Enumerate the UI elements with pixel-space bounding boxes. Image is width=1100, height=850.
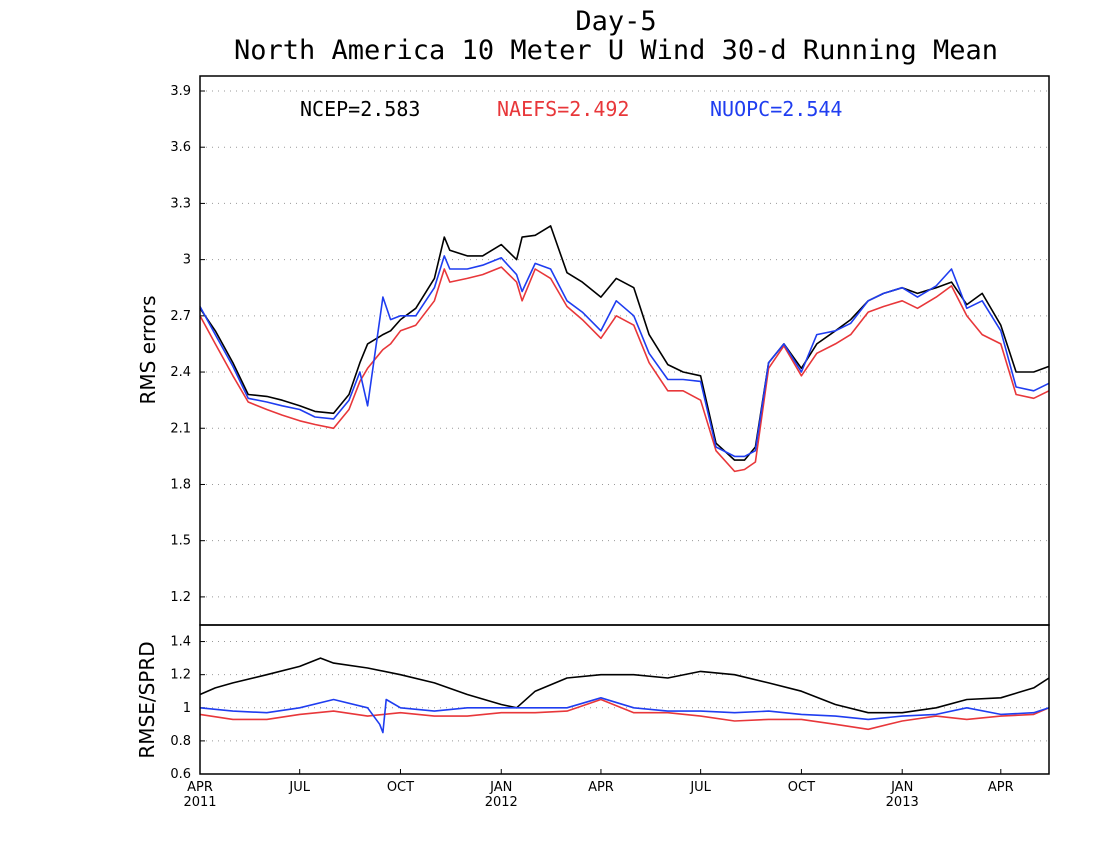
main-y-tick-label: 3.9: [170, 84, 191, 99]
main-series-lines: [199, 225, 1050, 473]
main-plot-frame: [199, 75, 1050, 626]
x-tick-label: APR: [588, 780, 614, 795]
main-panel: 1.21.51.82.12.42.733.33.63.9 RMS errors …: [136, 75, 1050, 626]
x-tick-label: OCT: [387, 780, 414, 795]
ratio-plot-frame: [199, 624, 1050, 775]
legend-nuopc: NUOPC=2.544: [710, 97, 842, 121]
ratio-panel: 0.6 0.8 1 1.2 1.4 RMSE/SPRD: [135, 624, 1050, 782]
main-y-tick-label: 2.4: [170, 365, 191, 380]
ratio-y-tick-label: 1.4: [170, 635, 191, 650]
x-tick-label: APR: [988, 780, 1014, 795]
x-tick-year-label: 2012: [485, 795, 518, 810]
x-tick-label: APR: [187, 780, 213, 795]
ratio-series-ncep: [199, 657, 1050, 714]
ratio-y-tick-label: 0.8: [170, 734, 191, 749]
ratio-series-lines: [199, 657, 1050, 734]
main-gridlines: [200, 90, 1049, 598]
ratio-y-tick-label: 1.2: [170, 668, 191, 683]
legend-ncep: NCEP=2.583: [300, 97, 420, 121]
main-y-tick-label: 1.8: [170, 477, 191, 492]
main-y-tick-label: 1.2: [170, 590, 191, 605]
chart-subtitle: North America 10 Meter U Wind 30-d Runni…: [234, 35, 998, 66]
ratio-y-tick-label: 0.6: [170, 767, 191, 782]
main-y-tick-label: 3.3: [170, 196, 191, 211]
ratio-y-axis: 0.6 0.8 1 1.2 1.4: [170, 635, 205, 782]
chart-title: Day-5: [575, 6, 656, 37]
x-tick-label: JAN: [890, 780, 913, 795]
legend-naefs: NAEFS=2.492: [497, 97, 629, 121]
x-tick-year-label: 2013: [886, 795, 919, 810]
main-series-ncep: [199, 225, 1050, 461]
ratio-series-naefs: [199, 698, 1050, 731]
x-tick-year-label: 2011: [183, 795, 216, 810]
x-tick-label: JUL: [689, 780, 711, 795]
ratio-y-axis-label: RMSE/SPRD: [135, 641, 159, 758]
main-series-nuopc: [199, 255, 1050, 458]
main-y-tick-label: 2.1: [170, 421, 191, 436]
main-y-tick-label: 1.5: [170, 534, 191, 549]
ratio-series-nuopc: [199, 696, 1050, 734]
main-y-axis-label: RMS errors: [136, 295, 160, 404]
main-y-tick-label: 3.6: [170, 140, 191, 155]
ratio-y-tick-label: 1: [183, 701, 191, 716]
x-tick-label: OCT: [788, 780, 815, 795]
main-series-naefs: [199, 266, 1050, 473]
main-y-tick-label: 2.7: [170, 309, 191, 324]
x-tick-label: JAN: [489, 780, 512, 795]
legend: NCEP=2.583 NAEFS=2.492 NUOPC=2.544: [300, 97, 842, 121]
main-y-axis: 1.2 1.5 1.8 2.1 2.4 2.7 3 3.3 3.6 3.9: [170, 84, 205, 605]
x-tick-label: JUL: [288, 780, 310, 795]
main-y-tick-label: 3: [183, 253, 191, 268]
